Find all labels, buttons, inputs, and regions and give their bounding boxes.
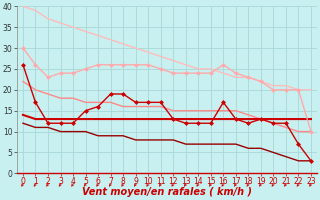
X-axis label: Vent moyen/en rafales ( km/h ): Vent moyen/en rafales ( km/h ) xyxy=(82,187,252,197)
